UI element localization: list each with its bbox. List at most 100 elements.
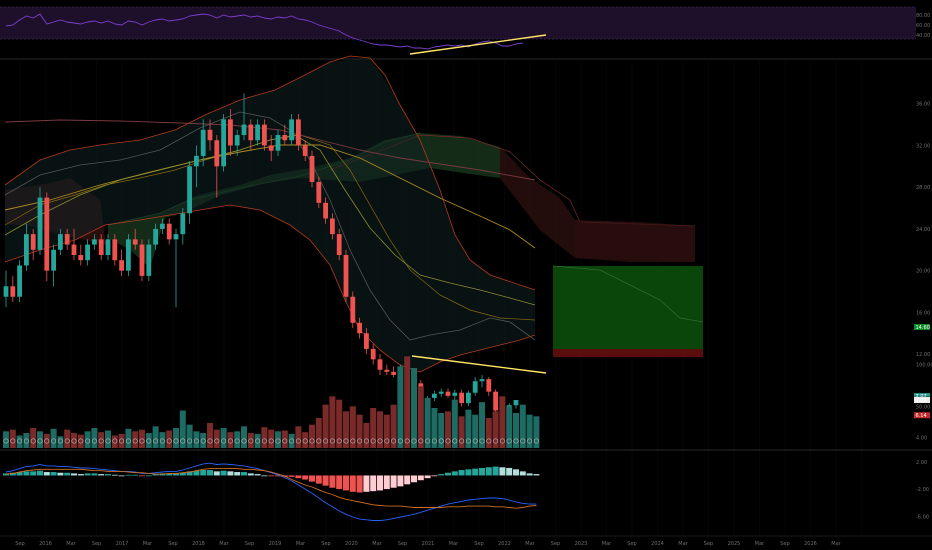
- candle-body[interactable]: [17, 265, 22, 297]
- candle-body[interactable]: [98, 239, 104, 255]
- candle-body[interactable]: [241, 124, 247, 136]
- macd-hist-bar: [200, 470, 207, 476]
- candle-body[interactable]: [323, 202, 328, 219]
- candle-body[interactable]: [370, 348, 376, 360]
- candle-body[interactable]: [3, 286, 9, 297]
- candle-body[interactable]: [139, 244, 145, 276]
- candle-body[interactable]: [350, 296, 356, 323]
- candle-body[interactable]: [445, 391, 451, 396]
- candle-body[interactable]: [268, 145, 274, 151]
- candle-body[interactable]: [214, 140, 220, 167]
- candle-body[interactable]: [132, 239, 138, 245]
- candle-body[interactable]: [58, 234, 63, 250]
- candle-body[interactable]: [432, 393, 437, 398]
- candle-body[interactable]: [234, 135, 240, 146]
- candle-body[interactable]: [466, 392, 471, 404]
- candle-body[interactable]: [112, 239, 118, 261]
- candle-body[interactable]: [221, 119, 226, 167]
- candle-body[interactable]: [78, 255, 84, 261]
- macd-hist-bar: [77, 474, 84, 476]
- candle-body[interactable]: [126, 239, 131, 271]
- candle-body[interactable]: [160, 223, 165, 229]
- stop-zone[interactable]: [553, 349, 703, 357]
- earnings-marker: [248, 438, 254, 444]
- earnings-marker: [329, 438, 335, 444]
- long-position-tool[interactable]: [552, 220, 704, 357]
- candle-body[interactable]: [377, 359, 383, 370]
- candle-body[interactable]: [459, 392, 464, 404]
- candle-body[interactable]: [64, 234, 70, 245]
- candle-body[interactable]: [44, 197, 50, 271]
- candle-body[interactable]: [105, 239, 111, 255]
- rsi-pane[interactable]: 80.00 60.00 40.00: [0, 6, 930, 55]
- candle-body[interactable]: [493, 391, 498, 411]
- candle-body[interactable]: [472, 381, 478, 393]
- earnings-marker: [255, 438, 261, 444]
- candle-body[interactable]: [194, 155, 199, 167]
- candle-body[interactable]: [207, 129, 213, 141]
- macd-scale-label: -6.00: [916, 514, 929, 520]
- candle-body[interactable]: [71, 244, 77, 255]
- candle-body[interactable]: [37, 197, 43, 250]
- volume-bar: [377, 411, 383, 448]
- candle-body[interactable]: [180, 213, 186, 235]
- time-axis-label: 2019: [269, 541, 282, 547]
- candle-body[interactable]: [255, 124, 260, 141]
- candle-body[interactable]: [119, 260, 124, 271]
- candle-body[interactable]: [364, 333, 369, 349]
- target-zone[interactable]: [553, 266, 703, 349]
- earnings-marker: [438, 438, 444, 444]
- candle-body[interactable]: [153, 228, 158, 245]
- earnings-marker: [282, 438, 288, 444]
- candle-body[interactable]: [336, 234, 342, 255]
- candle-body[interactable]: [513, 400, 519, 406]
- candle-body[interactable]: [479, 379, 485, 382]
- price-divergence-trendline[interactable]: [411, 355, 547, 374]
- candle-body[interactable]: [357, 322, 362, 334]
- candle-body[interactable]: [384, 369, 390, 372]
- candle-body[interactable]: [228, 119, 233, 146]
- candle-body[interactable]: [486, 379, 492, 392]
- candle-body[interactable]: [30, 234, 36, 250]
- candle-body[interactable]: [289, 119, 294, 141]
- candle-body[interactable]: [452, 392, 458, 396]
- rsi-divergence-trendline[interactable]: [409, 34, 547, 55]
- candle-body[interactable]: [302, 145, 308, 156]
- candle-body[interactable]: [10, 286, 16, 297]
- candle-body[interactable]: [24, 234, 29, 266]
- time-axis[interactable]: Sep 2016 Mar Sep 2017 Mar Sep 2018 Mar Sep 2019 Mar…: [15, 541, 841, 547]
- candle-body[interactable]: [92, 239, 97, 245]
- candle-body[interactable]: [316, 181, 322, 203]
- candle-body[interactable]: [391, 371, 396, 375]
- macd-hist-bar: [57, 472, 64, 476]
- price-badge[interactable]: [914, 323, 930, 330]
- rsi-scale-label: 60.00: [916, 23, 930, 29]
- candle-body[interactable]: [187, 166, 192, 214]
- macd-hist-bar: [438, 474, 445, 476]
- candle-body[interactable]: [248, 124, 254, 141]
- volume-bar: [343, 411, 349, 448]
- candle-body[interactable]: [309, 155, 315, 182]
- candle-body[interactable]: [173, 234, 179, 240]
- candle-body[interactable]: [51, 249, 56, 271]
- candle-body[interactable]: [262, 124, 267, 146]
- candle-body[interactable]: [343, 255, 349, 297]
- candle-body[interactable]: [296, 119, 301, 146]
- candle-body[interactable]: [330, 218, 335, 235]
- candle-body[interactable]: [282, 135, 288, 141]
- macd-pane[interactable]: 2.00 -2.00 -6.00: [3, 460, 929, 521]
- candle-body[interactable]: [275, 135, 281, 151]
- candle-body[interactable]: [166, 223, 172, 240]
- time-axis-label: Sep: [245, 541, 254, 547]
- price-badge[interactable]: [914, 412, 930, 419]
- price-scale[interactable]: 36.0032.0028.0024.0020.0016.0012.008.004…: [914, 102, 930, 442]
- candle-body[interactable]: [200, 129, 206, 156]
- candle-body[interactable]: [146, 244, 152, 276]
- volume-bar: [390, 404, 397, 448]
- price-scale-label: 28.00: [916, 185, 930, 191]
- earnings-marker: [146, 438, 152, 444]
- price-badge[interactable]: [914, 397, 930, 404]
- candle-body[interactable]: [85, 244, 90, 261]
- candle-body[interactable]: [438, 391, 444, 394]
